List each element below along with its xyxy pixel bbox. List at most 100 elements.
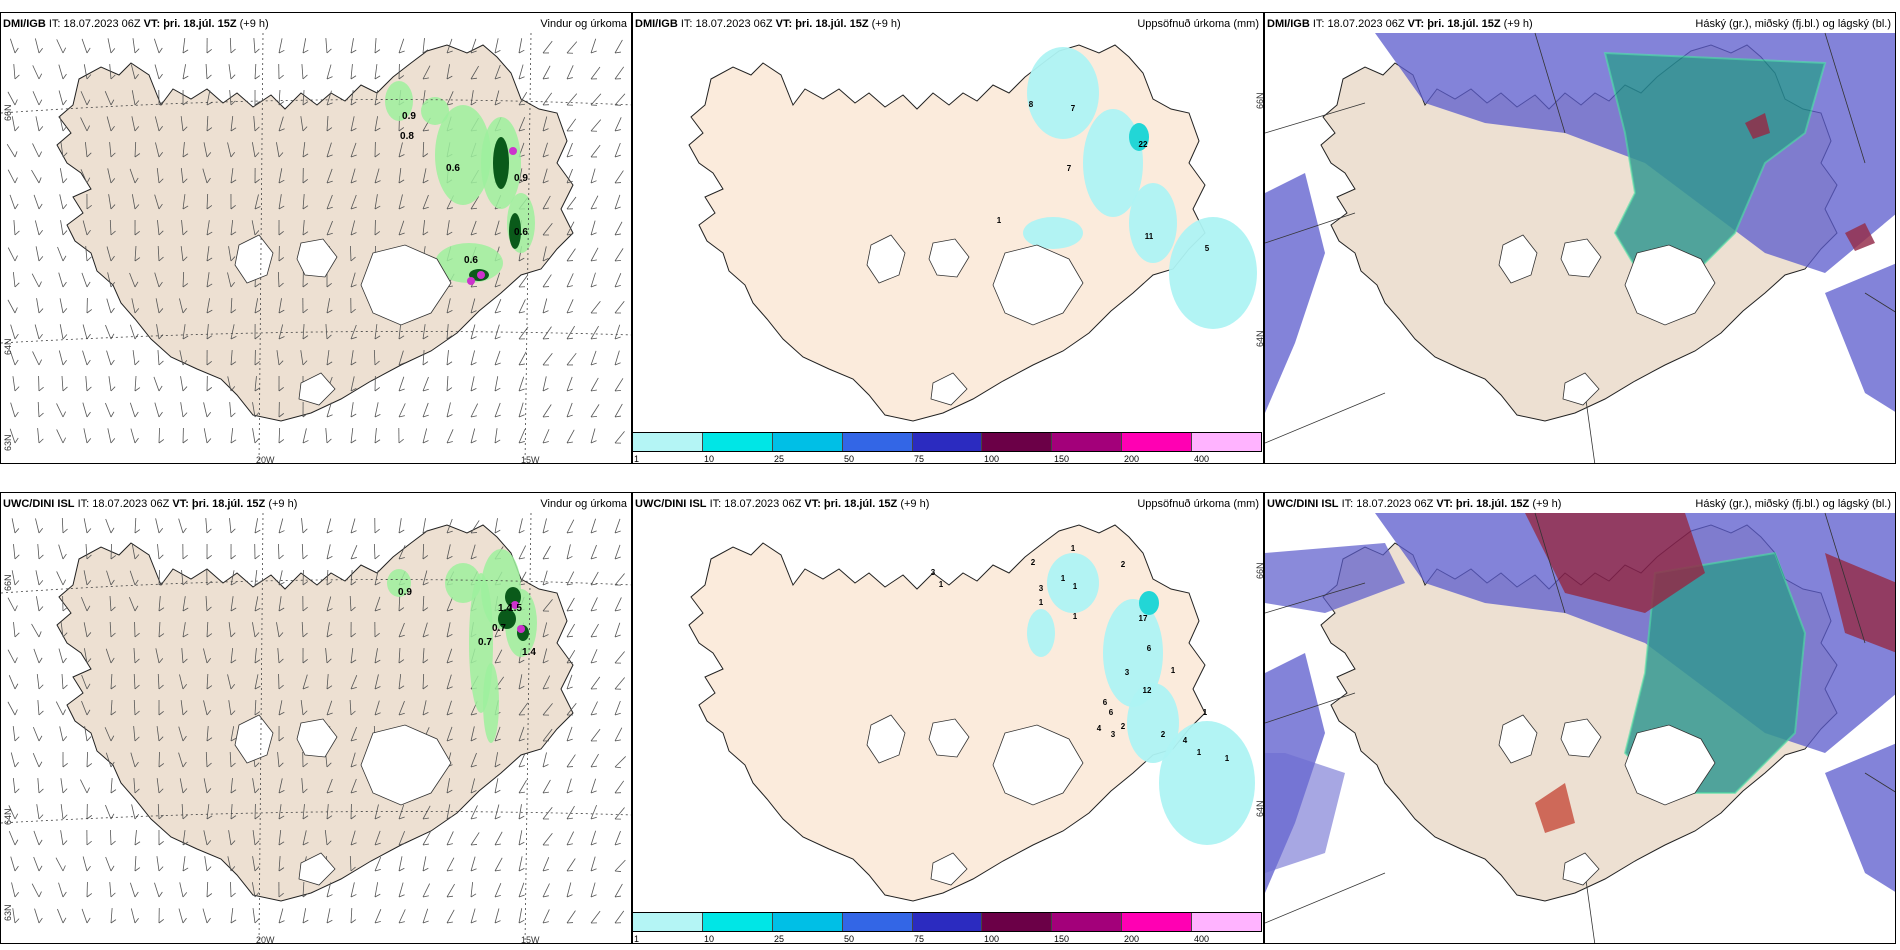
- wind-barb-flag: [494, 49, 501, 54]
- wind-barb-flag: [206, 152, 212, 158]
- wind-barb: [566, 858, 576, 872]
- wind-barb-flag: [278, 530, 285, 534]
- wind-barb-flag: [470, 920, 477, 924]
- wind-barb: [374, 64, 378, 80]
- wind-barb-flag: [446, 556, 453, 560]
- wind-barb-flag: [518, 311, 525, 314]
- wind-barb: [230, 726, 235, 742]
- wind-barb-flag: [38, 788, 44, 794]
- wind-barb: [83, 570, 88, 586]
- wind-barb-flag: [14, 528, 20, 534]
- wind-barb-flag: [158, 736, 164, 742]
- wind-barb-flag: [326, 180, 333, 184]
- wind-barb-flag: [14, 788, 20, 794]
- wind-barb: [10, 752, 16, 768]
- wind-barb: [590, 910, 601, 924]
- wind-barb-flag: [542, 128, 549, 132]
- wind-barb: [446, 544, 451, 560]
- wind-barb-flag: [566, 311, 573, 314]
- wind-barb-flag: [374, 816, 381, 820]
- wind-barb: [470, 832, 480, 846]
- wind-barb-flag: [254, 892, 260, 898]
- wind-barb: [614, 830, 621, 846]
- wind-barb-flag: [470, 844, 478, 846]
- wind-barb-flag: [518, 791, 525, 794]
- wind-barb: [301, 518, 304, 534]
- wind-barb: [156, 168, 160, 184]
- wind-barb-flag: [134, 308, 140, 314]
- wind-barb: [12, 726, 16, 742]
- wind-barb: [179, 778, 184, 794]
- wind-barb-flag: [206, 387, 213, 392]
- wind-barb-flag: [494, 102, 501, 106]
- wind-barb: [205, 518, 208, 534]
- wind-barb: [614, 378, 624, 392]
- wind-barb: [134, 141, 137, 158]
- accum-value-label: 2: [1121, 722, 1126, 731]
- accum-value-label: 1: [1203, 708, 1208, 717]
- wind-barb: [518, 674, 523, 690]
- wind-barb-flag: [158, 203, 163, 210]
- wind-barb: [566, 248, 576, 262]
- wind-barb-flag: [494, 529, 501, 534]
- wind-barb-flag: [398, 206, 405, 210]
- wind-barb: [278, 324, 284, 340]
- glacier-outline: [992, 244, 1084, 326]
- wind-barb: [278, 38, 283, 54]
- wind-barb-flag: [134, 360, 140, 366]
- wind-barb-flag: [206, 893, 213, 898]
- wind-barb-flag: [158, 891, 163, 898]
- wind-barb-flag: [110, 813, 115, 820]
- wind-barb: [614, 350, 620, 366]
- wind-barb-flag: [302, 632, 308, 638]
- wind-barb: [130, 752, 136, 768]
- wind-barb: [446, 596, 454, 612]
- wind-barb: [302, 908, 307, 924]
- wind-barb-flag: [38, 177, 42, 184]
- wind-barb-flag: [230, 179, 237, 184]
- wind-barb-flag: [398, 50, 405, 54]
- wind-barb: [206, 220, 210, 236]
- colorbar-swatch: [1192, 913, 1262, 931]
- wind-barb: [9, 194, 16, 210]
- wind-barb: [80, 596, 88, 612]
- wind-barb-flag: [158, 385, 163, 392]
- panel-clouds-dmi: DMI/IGB IT: 18.07.2023 06Z VT: þri. 18.j…: [1264, 12, 1896, 464]
- wind-barb-flag: [326, 232, 333, 236]
- colorbar-tick-label: 10: [704, 934, 715, 944]
- wind-barb: [326, 64, 332, 80]
- wind-barb: [326, 700, 333, 716]
- wind-barb-flag: [254, 126, 260, 132]
- wind-barb-flag: [326, 790, 333, 794]
- wind-barb-flag: [566, 154, 573, 158]
- wind-barb-flag: [206, 438, 212, 444]
- wind-barb-flag: [230, 335, 237, 340]
- wind-barb-flag: [38, 359, 42, 366]
- wind-barb: [7, 597, 16, 612]
- wind-barb: [182, 856, 186, 872]
- wind-barb: [131, 116, 136, 132]
- wind-barb-flag: [422, 388, 429, 392]
- wind-barb-flag: [134, 554, 140, 560]
- panel-accum-precip-dmi: 8 7 22 7 1 11 5 DMI/IGB IT: 18.07.2023 06Z VT:…: [632, 12, 1264, 464]
- wind-barb: [350, 675, 358, 690]
- wind-barb: [230, 881, 232, 898]
- wind-barb-flag: [590, 259, 597, 262]
- wind-barb: [206, 193, 209, 210]
- wind-barb-flag: [182, 100, 188, 106]
- wind-barb: [80, 779, 88, 794]
- wind-barb: [7, 91, 16, 106]
- wind-barb: [542, 246, 547, 262]
- panel-title: Uppsöfnuð úrkoma (mm): [1137, 498, 1259, 510]
- wind-barb-flag: [470, 817, 477, 820]
- glacier-outline: [360, 724, 452, 806]
- wind-barb: [180, 246, 184, 262]
- wind-barb: [205, 751, 208, 768]
- wind-barb: [154, 272, 160, 288]
- wind-barb: [494, 649, 503, 664]
- wind-barb: [566, 882, 572, 898]
- wind-barb-flag: [374, 439, 381, 444]
- wind-barb-flag: [590, 440, 597, 444]
- wind-barb: [129, 882, 136, 898]
